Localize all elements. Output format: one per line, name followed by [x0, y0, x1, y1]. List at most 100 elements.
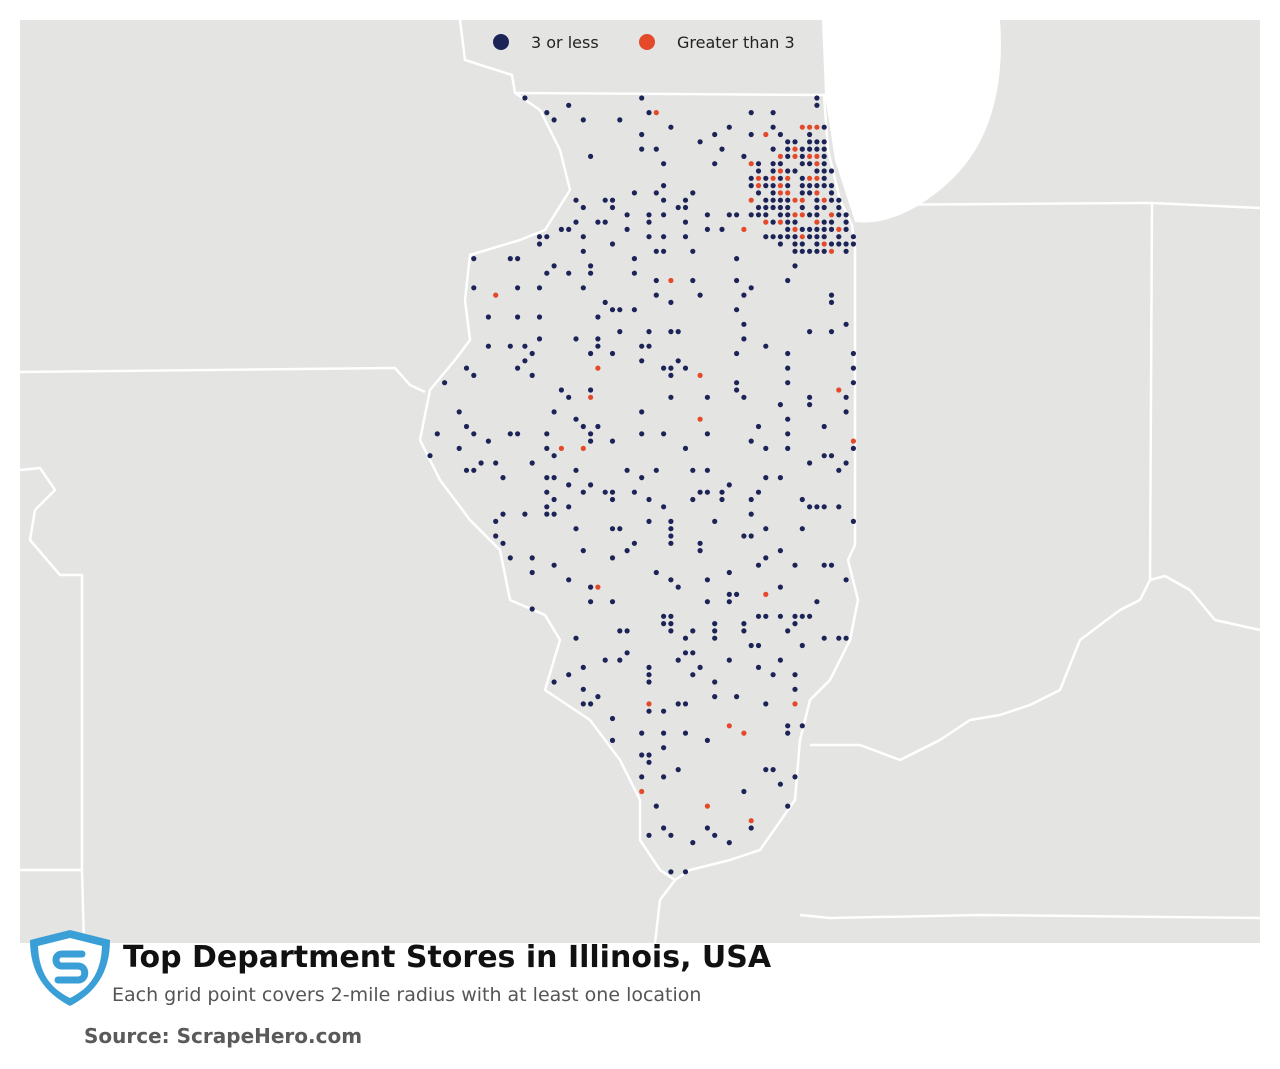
store-point — [792, 248, 798, 254]
store-point — [770, 110, 776, 116]
store-point — [734, 256, 740, 262]
store-point — [828, 183, 835, 189]
store-point — [646, 496, 652, 503]
store-point — [558, 445, 565, 451]
store-point — [785, 628, 791, 634]
store-point — [551, 562, 557, 568]
store-point — [755, 489, 762, 495]
store-point — [763, 343, 769, 349]
store-point — [741, 336, 747, 342]
store-point — [609, 307, 616, 313]
store-point — [624, 226, 630, 232]
store-point — [755, 175, 762, 181]
store-point — [799, 175, 805, 181]
store-point — [573, 219, 579, 225]
store-point — [595, 694, 601, 700]
store-point — [609, 496, 616, 503]
store-point — [682, 197, 689, 203]
store-point — [748, 511, 754, 517]
store-point — [777, 219, 784, 225]
store-point — [668, 518, 674, 525]
store-point — [631, 540, 638, 546]
store-point — [544, 110, 550, 116]
store-point — [821, 226, 827, 232]
store-point — [763, 131, 769, 138]
store-point — [748, 825, 754, 831]
store-point — [690, 840, 696, 846]
store-point — [726, 591, 732, 598]
store-point — [485, 314, 491, 320]
store-point — [668, 365, 674, 371]
store-point — [558, 226, 565, 232]
store-point — [763, 701, 769, 707]
store-point — [785, 183, 791, 189]
store-point — [471, 467, 477, 473]
store-point — [814, 124, 820, 130]
store-point — [566, 504, 572, 510]
store-point — [668, 394, 674, 400]
store-point — [704, 226, 711, 232]
store-point — [777, 153, 784, 159]
store-point — [668, 832, 674, 838]
store-point — [588, 263, 594, 269]
store-point — [588, 482, 594, 488]
store-point — [807, 175, 813, 181]
store-point — [792, 701, 798, 707]
store-point — [682, 234, 689, 240]
store-point — [821, 241, 827, 247]
store-point — [814, 241, 820, 247]
store-point — [792, 621, 798, 627]
store-point — [588, 153, 594, 159]
store-point — [551, 263, 557, 269]
store-point — [821, 153, 827, 159]
store-point — [836, 241, 842, 247]
store-point — [690, 628, 696, 634]
store-point — [726, 569, 732, 576]
store-point — [529, 569, 535, 576]
store-point — [719, 489, 725, 495]
store-point — [653, 569, 659, 576]
store-point — [515, 365, 521, 371]
store-point — [544, 475, 550, 481]
store-point — [697, 540, 703, 546]
store-point — [471, 431, 477, 437]
store-point — [770, 190, 776, 196]
store-point — [814, 139, 820, 145]
store-point — [843, 226, 849, 232]
store-point — [741, 292, 747, 298]
store-point — [675, 329, 681, 335]
store-point — [668, 533, 674, 539]
store-point — [690, 672, 696, 678]
store-point — [609, 438, 616, 444]
store-point — [821, 168, 827, 174]
store-point — [777, 475, 784, 481]
store-point — [573, 467, 579, 473]
store-point — [748, 161, 754, 167]
store-point — [712, 628, 718, 634]
store-point — [763, 219, 769, 225]
store-point — [799, 190, 805, 196]
store-point — [653, 292, 659, 298]
store-point — [814, 212, 820, 218]
store-point — [792, 139, 798, 145]
store-point — [704, 803, 711, 809]
store-point — [566, 226, 572, 232]
store-point — [690, 277, 696, 284]
store-point — [580, 548, 586, 554]
store-point — [588, 431, 594, 437]
store-point — [609, 489, 616, 495]
store-point — [646, 759, 652, 765]
store-point — [821, 204, 827, 211]
store-point — [821, 453, 827, 459]
store-point — [704, 394, 711, 400]
store-point — [697, 664, 703, 671]
store-point — [836, 467, 842, 473]
store-point — [821, 183, 827, 189]
store-point — [646, 110, 652, 116]
store-point — [828, 197, 835, 203]
store-point — [843, 635, 849, 641]
store-point — [595, 365, 601, 371]
store-point — [719, 226, 725, 232]
store-point — [697, 548, 703, 554]
store-point — [624, 548, 630, 554]
